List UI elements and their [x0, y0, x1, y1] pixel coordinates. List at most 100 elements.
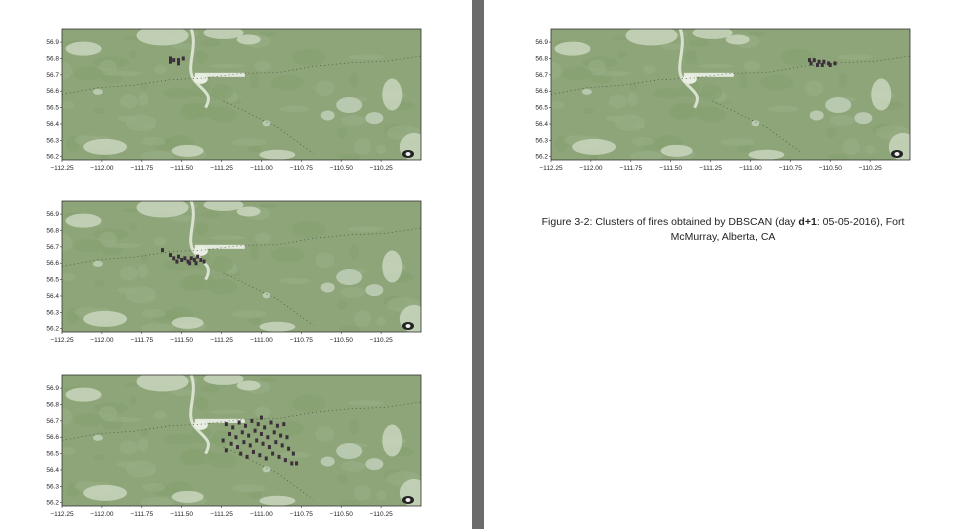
terrain-patch	[684, 50, 698, 64]
y-tick-label: 56.2	[46, 326, 59, 333]
clearing	[136, 375, 189, 392]
terrain-patch	[631, 136, 655, 146]
compass-icon	[405, 324, 411, 328]
fire-cluster-map-left-top: −112.25 −112.00 −111.75 −111.50 −111.25 −111.…	[46, 28, 422, 172]
terrain-patch	[618, 50, 627, 59]
terrain-patch	[195, 50, 209, 64]
x-tick-label: −112.00	[579, 165, 603, 172]
clearing	[236, 206, 261, 217]
terrain-patch	[98, 231, 118, 248]
terrain-patch	[142, 136, 166, 146]
terrain-patch	[211, 83, 234, 101]
fire-point	[833, 61, 837, 66]
terrain-patch	[62, 408, 73, 426]
terrain-patch	[270, 74, 305, 91]
terrain-patch	[73, 66, 104, 81]
terrain-patch	[124, 36, 140, 41]
lake	[336, 268, 363, 285]
x-tick-label: −112.25	[50, 337, 74, 344]
fire-point	[243, 423, 247, 428]
terrain-patch	[249, 243, 259, 261]
town-area	[682, 73, 697, 84]
fire-point	[269, 420, 273, 425]
terrain-patch	[270, 246, 305, 263]
fire-point	[809, 61, 813, 66]
clearing	[65, 213, 102, 228]
terrain-patch	[865, 144, 876, 155]
terrain-patch	[279, 277, 311, 285]
terrain-patch	[613, 36, 629, 41]
clearing	[236, 34, 261, 45]
terrain-patch	[551, 101, 565, 109]
terrain-patch	[829, 114, 855, 126]
terrain-patch	[93, 108, 106, 115]
clearing	[171, 144, 204, 157]
compass-icon	[405, 498, 411, 502]
fire-point	[259, 415, 263, 420]
x-tick-label: −111.75	[130, 165, 153, 172]
terrain-patch	[124, 208, 140, 213]
x-tick-label: −110.50	[819, 165, 843, 172]
terrain-patch	[195, 222, 209, 236]
terrain-patch	[259, 31, 278, 37]
terrain-patch	[153, 410, 167, 420]
clearing	[259, 495, 296, 506]
fire-point	[250, 418, 254, 423]
fire-point	[237, 420, 241, 425]
y-tick-label: 56.3	[46, 309, 59, 316]
clearing	[625, 29, 678, 46]
terrain-patch	[349, 72, 359, 89]
x-tick-label: −112.00	[90, 511, 114, 518]
terrain-patch	[642, 64, 656, 74]
y-tick-label: 56.4	[46, 467, 59, 474]
lake	[92, 88, 103, 95]
y-tick-label: 56.9	[535, 39, 548, 46]
x-tick-label: −111.25	[699, 165, 722, 172]
fire-cluster-map-right-top: −112.25 −112.00 −111.75 −111.50 −111.25 −111.…	[535, 28, 911, 172]
fire-point	[180, 257, 184, 262]
trail	[551, 55, 910, 95]
terrain-patch	[153, 236, 167, 246]
terrain-patch	[827, 153, 850, 160]
terrain-patch	[249, 71, 259, 89]
clearing	[259, 149, 296, 160]
fire-point	[192, 257, 196, 262]
terrain-patch	[353, 484, 372, 501]
lake	[336, 96, 363, 113]
x-tick-label: −110.25	[859, 165, 883, 172]
fire-point	[255, 438, 259, 443]
terrain-patch	[888, 101, 899, 106]
fire-point	[221, 438, 225, 443]
fire-point	[256, 422, 260, 427]
fire-point	[290, 461, 294, 466]
terrain-patch	[562, 66, 593, 81]
fire-point	[183, 256, 187, 261]
fire-point	[231, 425, 235, 430]
y-tick-label: 56.2	[46, 154, 59, 161]
terrain-patch	[62, 447, 76, 455]
fire-point	[176, 254, 180, 259]
lake	[320, 456, 335, 467]
axes-frame	[61, 374, 422, 507]
lake	[92, 434, 103, 441]
fire-point	[280, 443, 284, 448]
terrain-patch	[259, 377, 278, 383]
fire-point	[239, 451, 243, 456]
x-tick-label: −110.25	[370, 337, 394, 344]
terrain-patch	[140, 151, 174, 160]
fire-point	[285, 435, 289, 440]
fire-point	[274, 440, 278, 445]
terrain-patch	[259, 203, 278, 209]
terrain-patch	[182, 102, 217, 119]
terrain-patch	[353, 310, 372, 327]
terrain-patch	[138, 92, 149, 106]
terrain-patch	[582, 108, 595, 115]
fire-point	[247, 433, 251, 438]
fire-point	[189, 256, 193, 261]
terrain-patch	[140, 497, 174, 506]
town-area	[193, 245, 208, 256]
terrain-patch	[629, 82, 638, 91]
lake	[320, 282, 335, 293]
terrain-patch	[163, 87, 196, 99]
clearing	[136, 29, 189, 46]
